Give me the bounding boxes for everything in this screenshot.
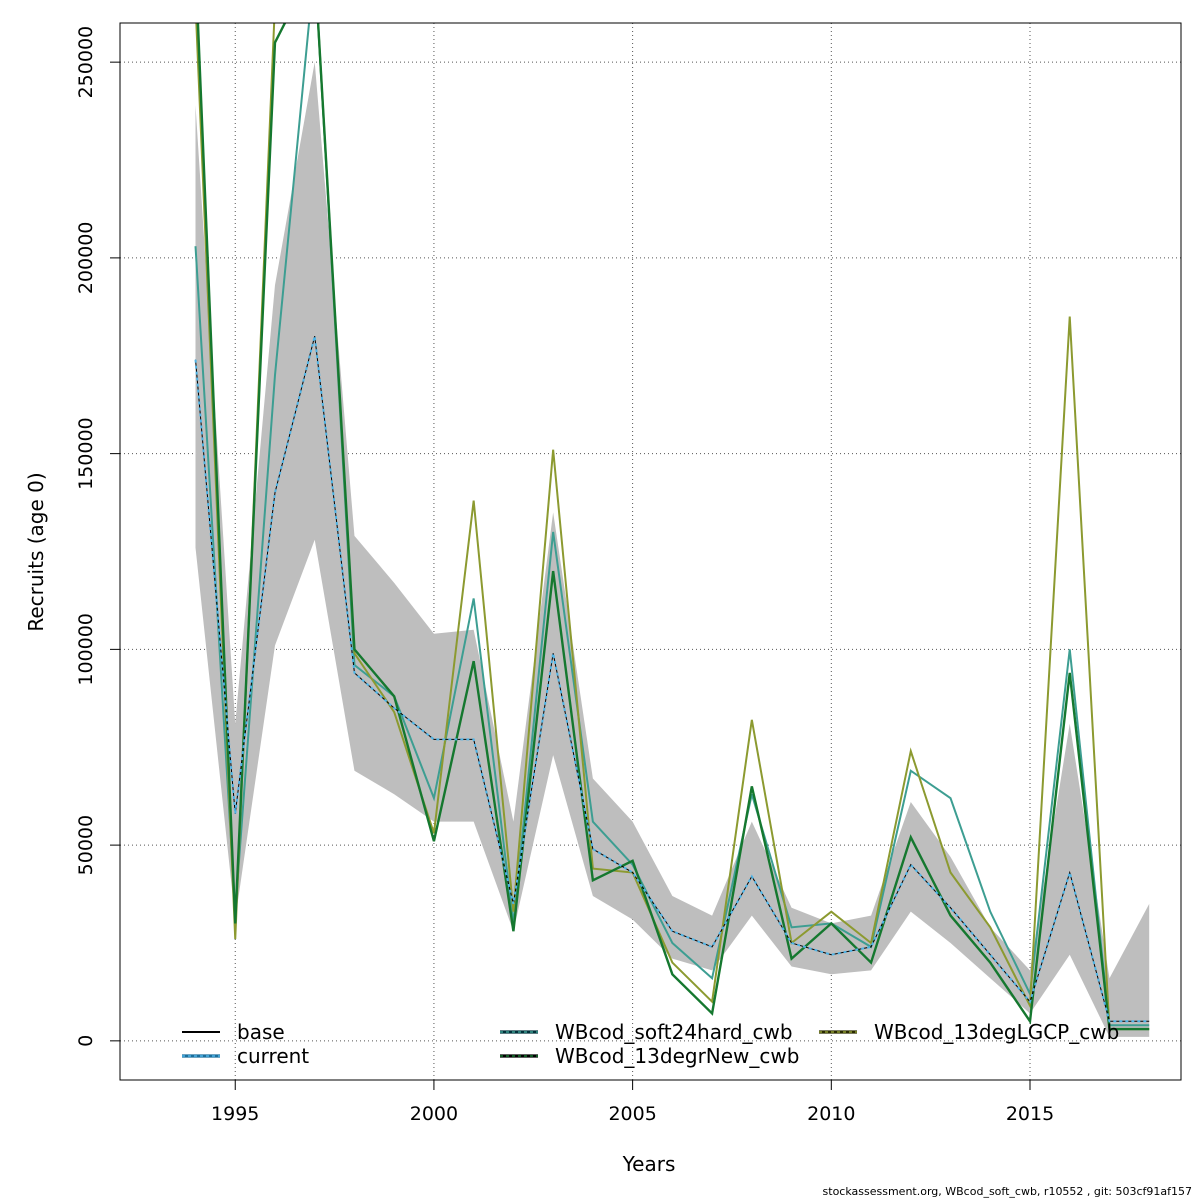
y-axis-title: Recruits (age 0) bbox=[24, 472, 48, 631]
x-tick-label: 2015 bbox=[1006, 1103, 1054, 1125]
x-tick-label: 1995 bbox=[211, 1103, 259, 1125]
legend-label: WBcod_13degrNew_cwb bbox=[555, 1044, 799, 1068]
x-tick-label: 2000 bbox=[410, 1103, 458, 1125]
confidence-band-layer bbox=[195, 62, 1150, 1037]
x-axis: 1995 2000 2005 2010 2015 bbox=[211, 1080, 1054, 1125]
series-line-WBcod_13degLGCP_cwb bbox=[195, 23, 1150, 1031]
legend-item: WBcod_soft24hard_cwb bbox=[500, 1020, 793, 1044]
y-tick-label: 0 bbox=[75, 1035, 97, 1047]
y-tick-label: 100000 bbox=[75, 613, 97, 686]
series-layer bbox=[194, 23, 1150, 1031]
y-tick-label: 250000 bbox=[75, 26, 97, 99]
series-line-WBcod_13degrNew_cwb bbox=[196, 23, 1150, 1031]
plot-frame bbox=[119, 22, 1182, 1081]
grid bbox=[120, 23, 1181, 1080]
footer-caption: stockassessment.org, WBcod_soft_cwb, r10… bbox=[822, 1185, 1192, 1198]
x-axis-title: Years bbox=[622, 1152, 676, 1176]
legend: basecurrentWBcod_soft24hard_cwbWBcod_13d… bbox=[182, 1020, 1119, 1068]
legend-label: WBcod_soft24hard_cwb bbox=[555, 1020, 793, 1044]
legend-label: WBcod_13degLGCP_cwb bbox=[874, 1020, 1119, 1044]
legend-label: base bbox=[237, 1020, 285, 1044]
y-axis: 0 50000 100000 150000 200000 250000 bbox=[75, 26, 120, 1047]
legend-item: WBcod_13degrNew_cwb bbox=[500, 1044, 799, 1068]
y-tick-label: 150000 bbox=[75, 417, 97, 490]
x-tick-label: 2010 bbox=[807, 1103, 855, 1125]
y-tick-label: 50000 bbox=[75, 815, 97, 875]
x-tick-label: 2005 bbox=[608, 1103, 656, 1125]
legend-label: current bbox=[237, 1044, 309, 1068]
confidence-band bbox=[195, 62, 1150, 1037]
legend-item: current bbox=[182, 1044, 309, 1068]
legend-item: base bbox=[182, 1020, 285, 1044]
y-tick-label: 200000 bbox=[75, 222, 97, 295]
legend-item: WBcod_13degLGCP_cwb bbox=[819, 1020, 1119, 1044]
series-line-current bbox=[194, 335, 1150, 1023]
